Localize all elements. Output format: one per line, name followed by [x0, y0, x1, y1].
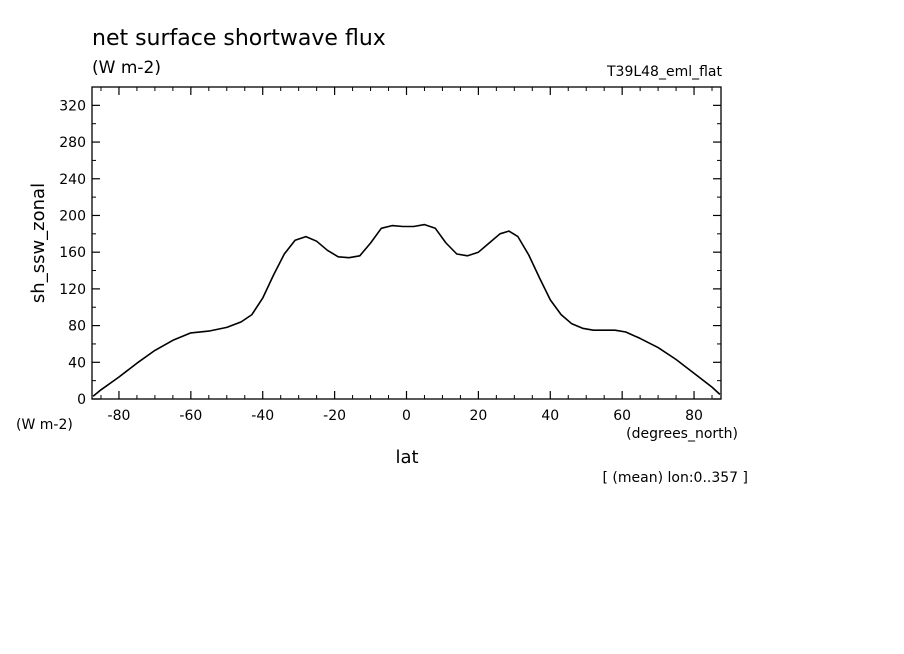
x-tick-label: 20 — [469, 408, 487, 424]
y-axis-ticks: 0 40 80 120 160 200 240 280 320 — [59, 98, 721, 408]
footnote: [ (mean) lon:0..357 ] — [603, 470, 748, 486]
x-axis-ticks: -80 -60 -40 -20 0 20 40 60 80 — [108, 87, 703, 424]
x-tick-label: 40 — [541, 408, 559, 424]
y-tick-label: 0 — [77, 392, 86, 408]
x-axis-units: (degrees_north) — [626, 426, 738, 442]
x-tick-label: 0 — [402, 408, 411, 424]
x-tick-label: -40 — [251, 408, 274, 424]
y-tick-label: 240 — [59, 172, 86, 188]
x-axis-label: lat — [395, 447, 418, 468]
y-tick-label: 280 — [59, 135, 86, 151]
y-tick-label: 40 — [68, 355, 86, 371]
series-line — [92, 223, 721, 397]
plot-area: -80 -60 -40 -20 0 20 40 60 80 0 40 80 120 160 200 240 2… — [59, 86, 722, 424]
x-tick-label: 80 — [685, 408, 703, 424]
y-tick-label: 160 — [59, 245, 86, 261]
y-axis-label: sh_ssw_zonal — [28, 183, 49, 303]
chart-subtitle: (W m-2) — [92, 58, 161, 78]
x-tick-label: -20 — [323, 408, 346, 424]
x-tick-label: -80 — [108, 408, 131, 424]
y-tick-label: 120 — [59, 282, 86, 298]
x-axis-minor-ticks — [100, 87, 713, 399]
chart-title: net surface shortwave flux — [92, 26, 386, 51]
run-label: T39L48_eml_flat — [606, 64, 723, 80]
y-axis-units: (W m-2) — [16, 417, 73, 433]
x-tick-label: 60 — [613, 408, 631, 424]
y-axis-minor-ticks — [92, 86, 721, 382]
y-tick-label: 200 — [59, 208, 86, 224]
y-tick-label: 320 — [59, 98, 86, 114]
plot-frame — [91, 86, 722, 400]
y-tick-label: 80 — [68, 319, 86, 335]
x-tick-label: -60 — [179, 408, 202, 424]
